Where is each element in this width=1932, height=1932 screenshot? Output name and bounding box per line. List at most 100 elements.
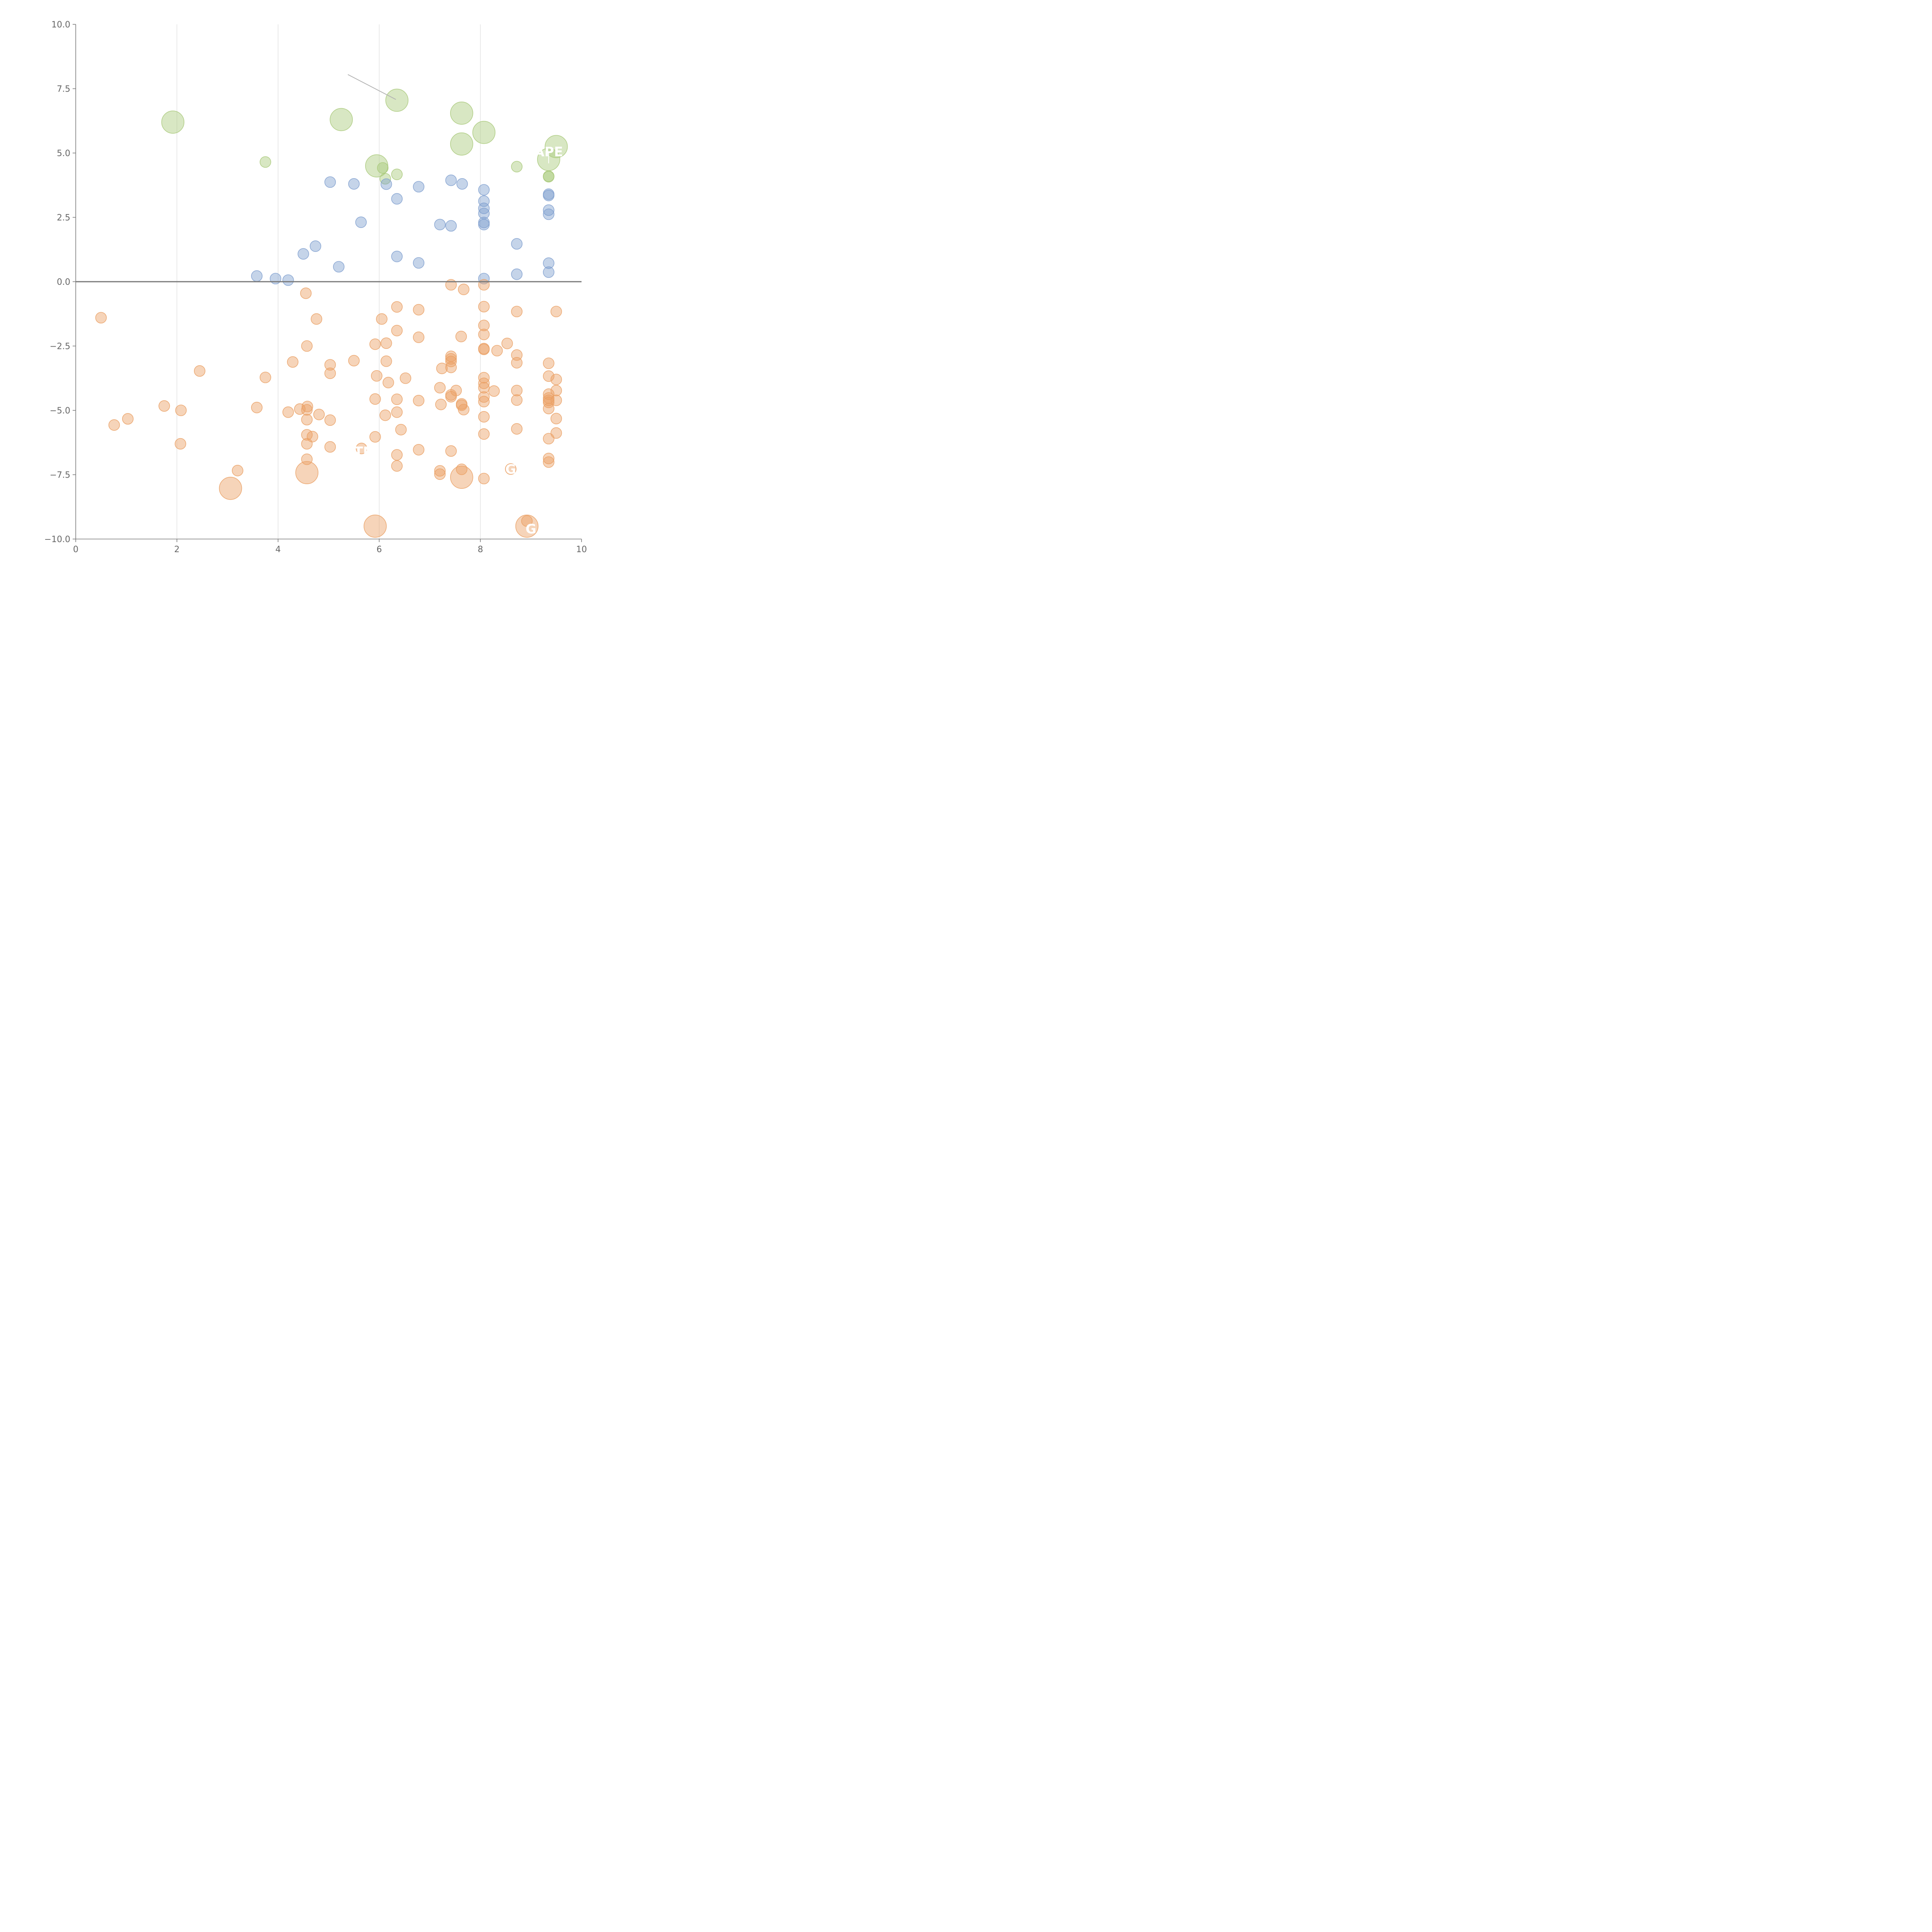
orange-data-point xyxy=(369,431,381,443)
orange-data-point xyxy=(458,404,469,415)
orange-data-point xyxy=(108,419,120,431)
orange-data-point xyxy=(550,395,562,406)
y-tick-label: −7.5 xyxy=(50,471,70,480)
x-tick-label: 10 xyxy=(576,545,587,554)
orange-data-point xyxy=(301,401,313,412)
x-tick-label: 0 xyxy=(73,545,78,554)
blue-data-point xyxy=(380,178,392,190)
orange-data-point xyxy=(306,431,318,442)
orange-data-point xyxy=(251,401,263,413)
green-data-point xyxy=(472,121,496,144)
blue-data-point xyxy=(543,257,554,269)
orange-data-point xyxy=(450,384,462,396)
orange-data-point xyxy=(376,313,388,325)
orange-data-point xyxy=(478,320,490,332)
orange-data-point xyxy=(445,445,457,457)
annotation-label: APE xyxy=(534,145,563,160)
orange-data-point xyxy=(380,337,392,349)
orange-data-point xyxy=(232,465,243,476)
orange-data-point xyxy=(301,404,313,416)
blue-data-point xyxy=(456,178,468,190)
blue-data-point xyxy=(310,240,321,252)
orange-data-point xyxy=(391,301,403,313)
orange-data-point xyxy=(543,403,554,415)
orange-data-point xyxy=(383,377,394,388)
orange-data-point xyxy=(348,355,360,367)
blue-data-point xyxy=(543,266,554,278)
orange-data-point xyxy=(175,405,187,416)
orange-data-point xyxy=(478,411,490,423)
orange-data-point xyxy=(391,449,403,461)
orange-data-point xyxy=(413,332,425,343)
orange-data-point xyxy=(391,393,403,405)
orange-data-point xyxy=(122,413,134,425)
blue-data-point xyxy=(478,219,490,230)
green-data-point xyxy=(391,168,403,180)
blue-data-point xyxy=(355,216,367,228)
y-tick-label: 5.0 xyxy=(57,149,70,158)
orange-data-point xyxy=(543,370,554,382)
orange-data-point xyxy=(434,468,446,480)
y-tick-label: 7.5 xyxy=(57,85,70,94)
orange-data-point xyxy=(324,414,336,426)
y-tick-label: 0.0 xyxy=(57,277,70,287)
orange-data-point xyxy=(219,476,242,500)
orange-data-point xyxy=(543,388,554,400)
orange-data-point xyxy=(158,400,170,412)
annotation-layer: APE TM G G xyxy=(347,74,563,537)
orange-data-point xyxy=(435,398,447,410)
green-data-point xyxy=(450,132,473,156)
orange-data-point xyxy=(434,382,446,394)
chart-root: 0 2 4 6 8 10 −10.0 −7.5 −5.0 −2.5 0.0 2.5 5.0 7.5 10.0… xyxy=(0,0,603,603)
orange-data-point xyxy=(295,461,319,484)
orange-data-point xyxy=(311,313,322,325)
orange-data-point xyxy=(478,344,490,355)
orange-data-point xyxy=(391,325,403,337)
orange-data-point xyxy=(511,384,523,396)
orange-data-point xyxy=(413,304,425,316)
orange-data-point xyxy=(550,384,562,396)
bubble-scatter-chart: 0 2 4 6 8 10 −10.0 −7.5 −5.0 −2.5 0.0 2.5 5.0 7.5 10.0… xyxy=(44,20,587,554)
orange-data-point xyxy=(369,393,381,405)
y-tick-label: −2.5 xyxy=(50,342,70,352)
orange-data-point xyxy=(395,424,407,435)
y-tick-label: −10.0 xyxy=(44,535,70,544)
orange-data-point xyxy=(324,359,336,371)
orange-data-point xyxy=(445,279,457,291)
y-tick-label: 10.0 xyxy=(51,20,70,30)
blue-data-point xyxy=(478,184,490,196)
blue-data-point xyxy=(333,261,345,273)
orange-data-point xyxy=(478,301,490,313)
annotation-label: TM xyxy=(354,444,376,460)
orange-data-point xyxy=(521,515,533,527)
annotation-label: G xyxy=(505,462,516,477)
blue-data-point xyxy=(434,219,446,230)
orange-data-point xyxy=(380,355,392,367)
orange-data-point xyxy=(260,371,271,383)
orange-data-point xyxy=(391,460,403,472)
x-tick-label: 4 xyxy=(276,545,281,554)
y-tick-label: −5.0 xyxy=(50,406,70,416)
annotation-leader-line xyxy=(347,74,396,100)
orange-data-point xyxy=(491,345,503,357)
orange-data-point xyxy=(550,427,562,439)
orange-data-point xyxy=(478,382,490,394)
blue-data-point xyxy=(511,238,523,250)
orange-data-point xyxy=(364,514,387,538)
orange-data-point xyxy=(543,396,554,408)
blue-data-point xyxy=(282,274,294,286)
x-tick-label: 8 xyxy=(478,545,483,554)
orange-data-point xyxy=(543,456,554,468)
orange-data-point xyxy=(194,365,206,377)
orange-data-point xyxy=(445,355,457,367)
orange-data-point xyxy=(455,331,467,342)
green-data-point xyxy=(260,156,271,168)
orange-data-point xyxy=(301,414,313,425)
orange-data-point xyxy=(478,391,490,403)
blue-data-point xyxy=(348,178,360,190)
orange-data-point xyxy=(505,463,517,475)
orange-data-point xyxy=(324,367,336,379)
orange-data-point xyxy=(450,466,473,489)
blue-data-point xyxy=(391,250,403,262)
orange-data-point xyxy=(478,378,490,389)
